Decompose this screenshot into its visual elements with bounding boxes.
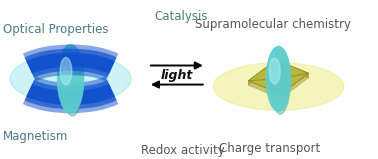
Text: Charge transport: Charge transport [219, 142, 320, 155]
Polygon shape [276, 60, 308, 76]
Text: light: light [161, 69, 193, 83]
Polygon shape [248, 60, 308, 94]
Ellipse shape [213, 63, 344, 110]
Ellipse shape [10, 54, 131, 104]
Polygon shape [248, 60, 277, 81]
Polygon shape [248, 80, 281, 94]
Polygon shape [280, 73, 308, 94]
Text: Optical Properties: Optical Properties [3, 23, 108, 36]
Polygon shape [248, 60, 276, 86]
Text: Supramolecular chemistry: Supramolecular chemistry [195, 18, 350, 31]
Polygon shape [276, 60, 308, 78]
Ellipse shape [266, 46, 291, 111]
Ellipse shape [271, 49, 290, 114]
Ellipse shape [269, 58, 280, 84]
Text: Catalysis: Catalysis [155, 10, 208, 23]
Text: Redox activity: Redox activity [141, 144, 224, 157]
Text: Magnetism: Magnetism [3, 130, 68, 143]
Polygon shape [248, 81, 281, 99]
Ellipse shape [57, 45, 84, 113]
Ellipse shape [60, 58, 72, 85]
Ellipse shape [62, 47, 83, 116]
Polygon shape [281, 73, 308, 99]
